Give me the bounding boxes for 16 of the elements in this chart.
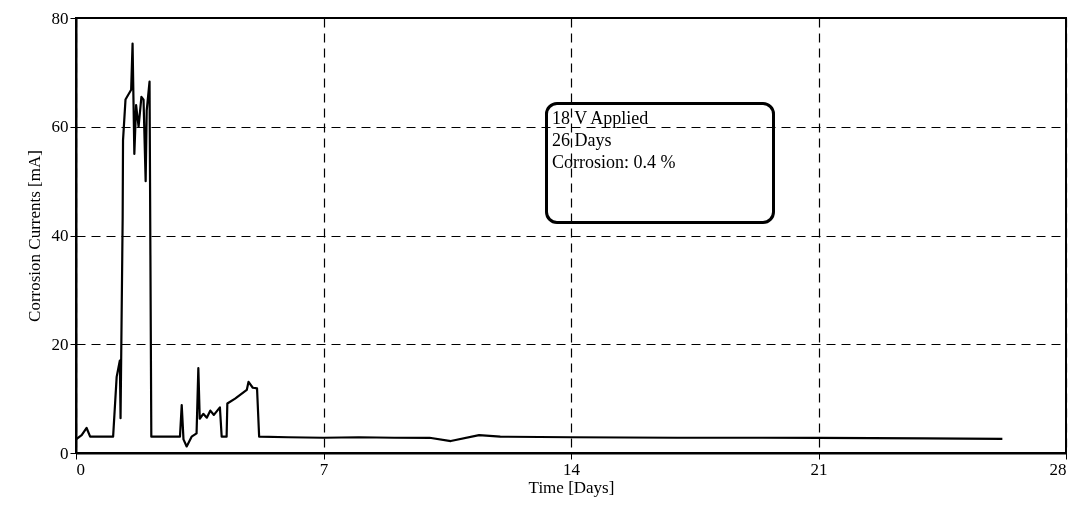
annotation: 18 V Applied (552, 107, 650, 129)
x-tick-label: 21 (810, 459, 828, 479)
x-tick-label: 0 (76, 459, 85, 479)
y-tick-label: 20 (51, 334, 69, 354)
x-axis-title: Time [Days] (528, 477, 615, 497)
annotation: 26 Days (552, 129, 613, 151)
y-tick-label: 0 (60, 443, 69, 463)
annotation: Corrosion: 0.4 % (552, 151, 677, 173)
y-tick-label: 40 (51, 226, 69, 245)
x-tick-label: 7 (319, 459, 329, 479)
text-box: 18 V Applied 26 Days Corrosion: 0.4 % (545, 102, 775, 224)
x-tick-label: 14 (563, 459, 581, 479)
y-axis-title: Corrosion Currents [mA] (24, 150, 44, 322)
x-tick-label: 28 (1049, 459, 1067, 479)
y-tick-label: 80 (51, 8, 69, 28)
y-tick-label: 60 (51, 117, 69, 137)
